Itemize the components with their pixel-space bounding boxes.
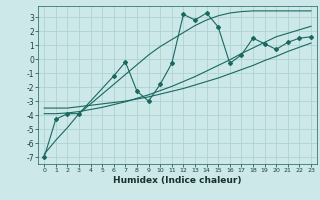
X-axis label: Humidex (Indice chaleur): Humidex (Indice chaleur) — [113, 176, 242, 185]
